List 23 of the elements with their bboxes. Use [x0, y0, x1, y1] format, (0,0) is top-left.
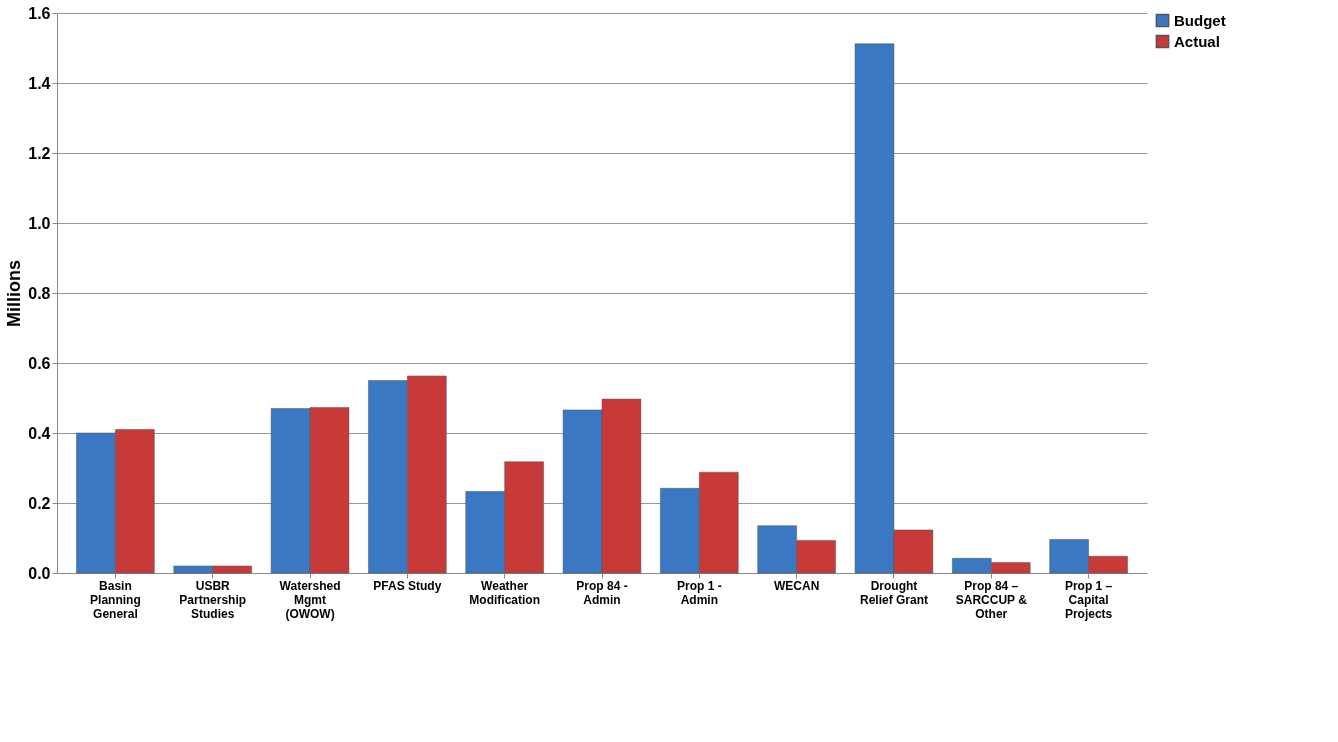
x-tick-label: Prop 84 - Admin — [576, 578, 628, 607]
x-tick-label: Drought Relief Grant — [859, 578, 928, 607]
y-axis-title: Millions — [4, 260, 25, 327]
y-tick-label: 1.2 — [28, 144, 51, 162]
x-tick-label: WECAN — [773, 578, 820, 593]
x-tick-label: Watershed Mgmt (OWOW) — [279, 578, 341, 621]
y-tick-label: 0.6 — [28, 354, 51, 372]
x-tick-label: Prop 1 – Capital Projects — [1064, 578, 1113, 621]
y-tick-label: 0.2 — [28, 494, 51, 512]
x-tick-label: PFAS Study — [373, 578, 442, 593]
x-tick-label: Weather Modification — [469, 578, 541, 607]
x-tick-label: Basin Planning General — [90, 578, 141, 621]
x-tick-label: USBR Partnership Studies — [179, 578, 247, 621]
x-tick-label: Prop 1 - Admin — [676, 578, 722, 607]
y-tick-label: 0.8 — [28, 284, 51, 302]
y-tick-label: 1.4 — [28, 74, 51, 92]
y-tick-label: 0.0 — [28, 564, 51, 582]
legend-label: Actual — [1174, 32, 1220, 50]
y-tick-label: 1.0 — [28, 214, 51, 232]
legend-label: Budget — [1174, 11, 1226, 29]
y-tick-label: 1.6 — [28, 4, 51, 22]
x-tick-label: Prop 84 – SARCCUP & Other — [955, 578, 1028, 621]
y-tick-label: 0.4 — [28, 424, 51, 442]
